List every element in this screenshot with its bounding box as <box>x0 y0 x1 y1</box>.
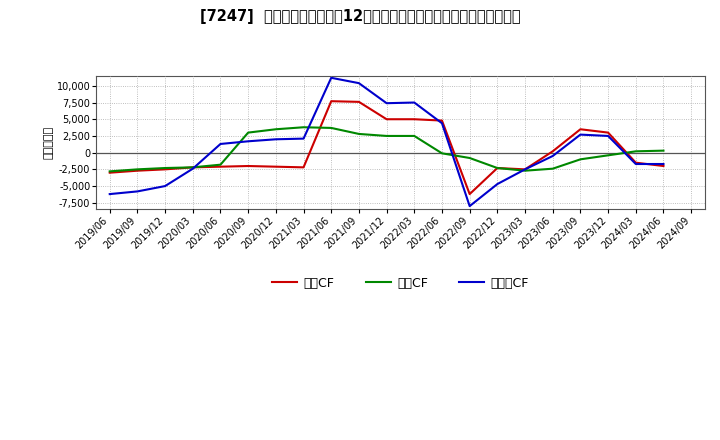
Text: [7247]  キャッシュフローの12か月移動合計の対前年同期増減額の推移: [7247] キャッシュフローの12か月移動合計の対前年同期増減額の推移 <box>199 9 521 24</box>
フリーCF <box>465 203 474 209</box>
営業CF <box>631 160 640 165</box>
投資CF <box>161 165 169 171</box>
営業CF <box>521 167 529 172</box>
フリーCF <box>576 132 585 137</box>
営業CF <box>354 99 363 105</box>
フリーCF <box>354 81 363 86</box>
フリーCF <box>300 136 308 141</box>
Line: フリーCF: フリーCF <box>109 78 663 206</box>
営業CF <box>549 149 557 154</box>
営業CF <box>161 167 169 172</box>
営業CF <box>410 117 418 122</box>
フリーCF <box>438 121 446 126</box>
投資CF <box>133 167 142 172</box>
営業CF <box>105 170 114 175</box>
営業CF <box>133 168 142 173</box>
フリーCF <box>327 75 336 81</box>
フリーCF <box>521 167 529 172</box>
営業CF <box>300 165 308 170</box>
投資CF <box>438 150 446 156</box>
フリーCF <box>659 161 667 167</box>
投資CF <box>493 165 502 171</box>
投資CF <box>216 162 225 167</box>
フリーCF <box>133 189 142 194</box>
営業CF <box>576 127 585 132</box>
フリーCF <box>244 139 253 144</box>
フリーCF <box>382 101 391 106</box>
営業CF <box>327 99 336 104</box>
営業CF <box>465 191 474 197</box>
営業CF <box>271 164 280 169</box>
投資CF <box>604 153 613 158</box>
投資CF <box>300 125 308 130</box>
フリーCF <box>631 161 640 167</box>
投資CF <box>410 133 418 139</box>
Legend: 営業CF, 投資CF, フリーCF: 営業CF, 投資CF, フリーCF <box>267 272 534 295</box>
投資CF <box>631 149 640 154</box>
フリーCF <box>216 141 225 147</box>
フリーCF <box>271 137 280 142</box>
Line: 投資CF: 投資CF <box>109 127 663 171</box>
フリーCF <box>105 191 114 197</box>
投資CF <box>271 127 280 132</box>
Y-axis label: （百万円）: （百万円） <box>44 126 54 159</box>
フリーCF <box>410 100 418 105</box>
営業CF <box>438 118 446 123</box>
フリーCF <box>493 181 502 187</box>
営業CF <box>382 117 391 122</box>
投資CF <box>465 155 474 161</box>
営業CF <box>604 130 613 135</box>
営業CF <box>189 165 197 170</box>
投資CF <box>189 165 197 170</box>
フリーCF <box>161 183 169 189</box>
営業CF <box>659 163 667 169</box>
フリーCF <box>549 154 557 159</box>
営業CF <box>493 165 502 171</box>
投資CF <box>382 133 391 139</box>
営業CF <box>216 164 225 169</box>
フリーCF <box>189 166 197 171</box>
投資CF <box>659 148 667 153</box>
投資CF <box>327 125 336 131</box>
投資CF <box>549 166 557 171</box>
営業CF <box>244 163 253 169</box>
投資CF <box>244 130 253 135</box>
Line: 営業CF: 営業CF <box>109 101 663 194</box>
投資CF <box>354 131 363 136</box>
投資CF <box>521 168 529 173</box>
投資CF <box>105 169 114 174</box>
投資CF <box>576 157 585 162</box>
フリーCF <box>604 133 613 139</box>
